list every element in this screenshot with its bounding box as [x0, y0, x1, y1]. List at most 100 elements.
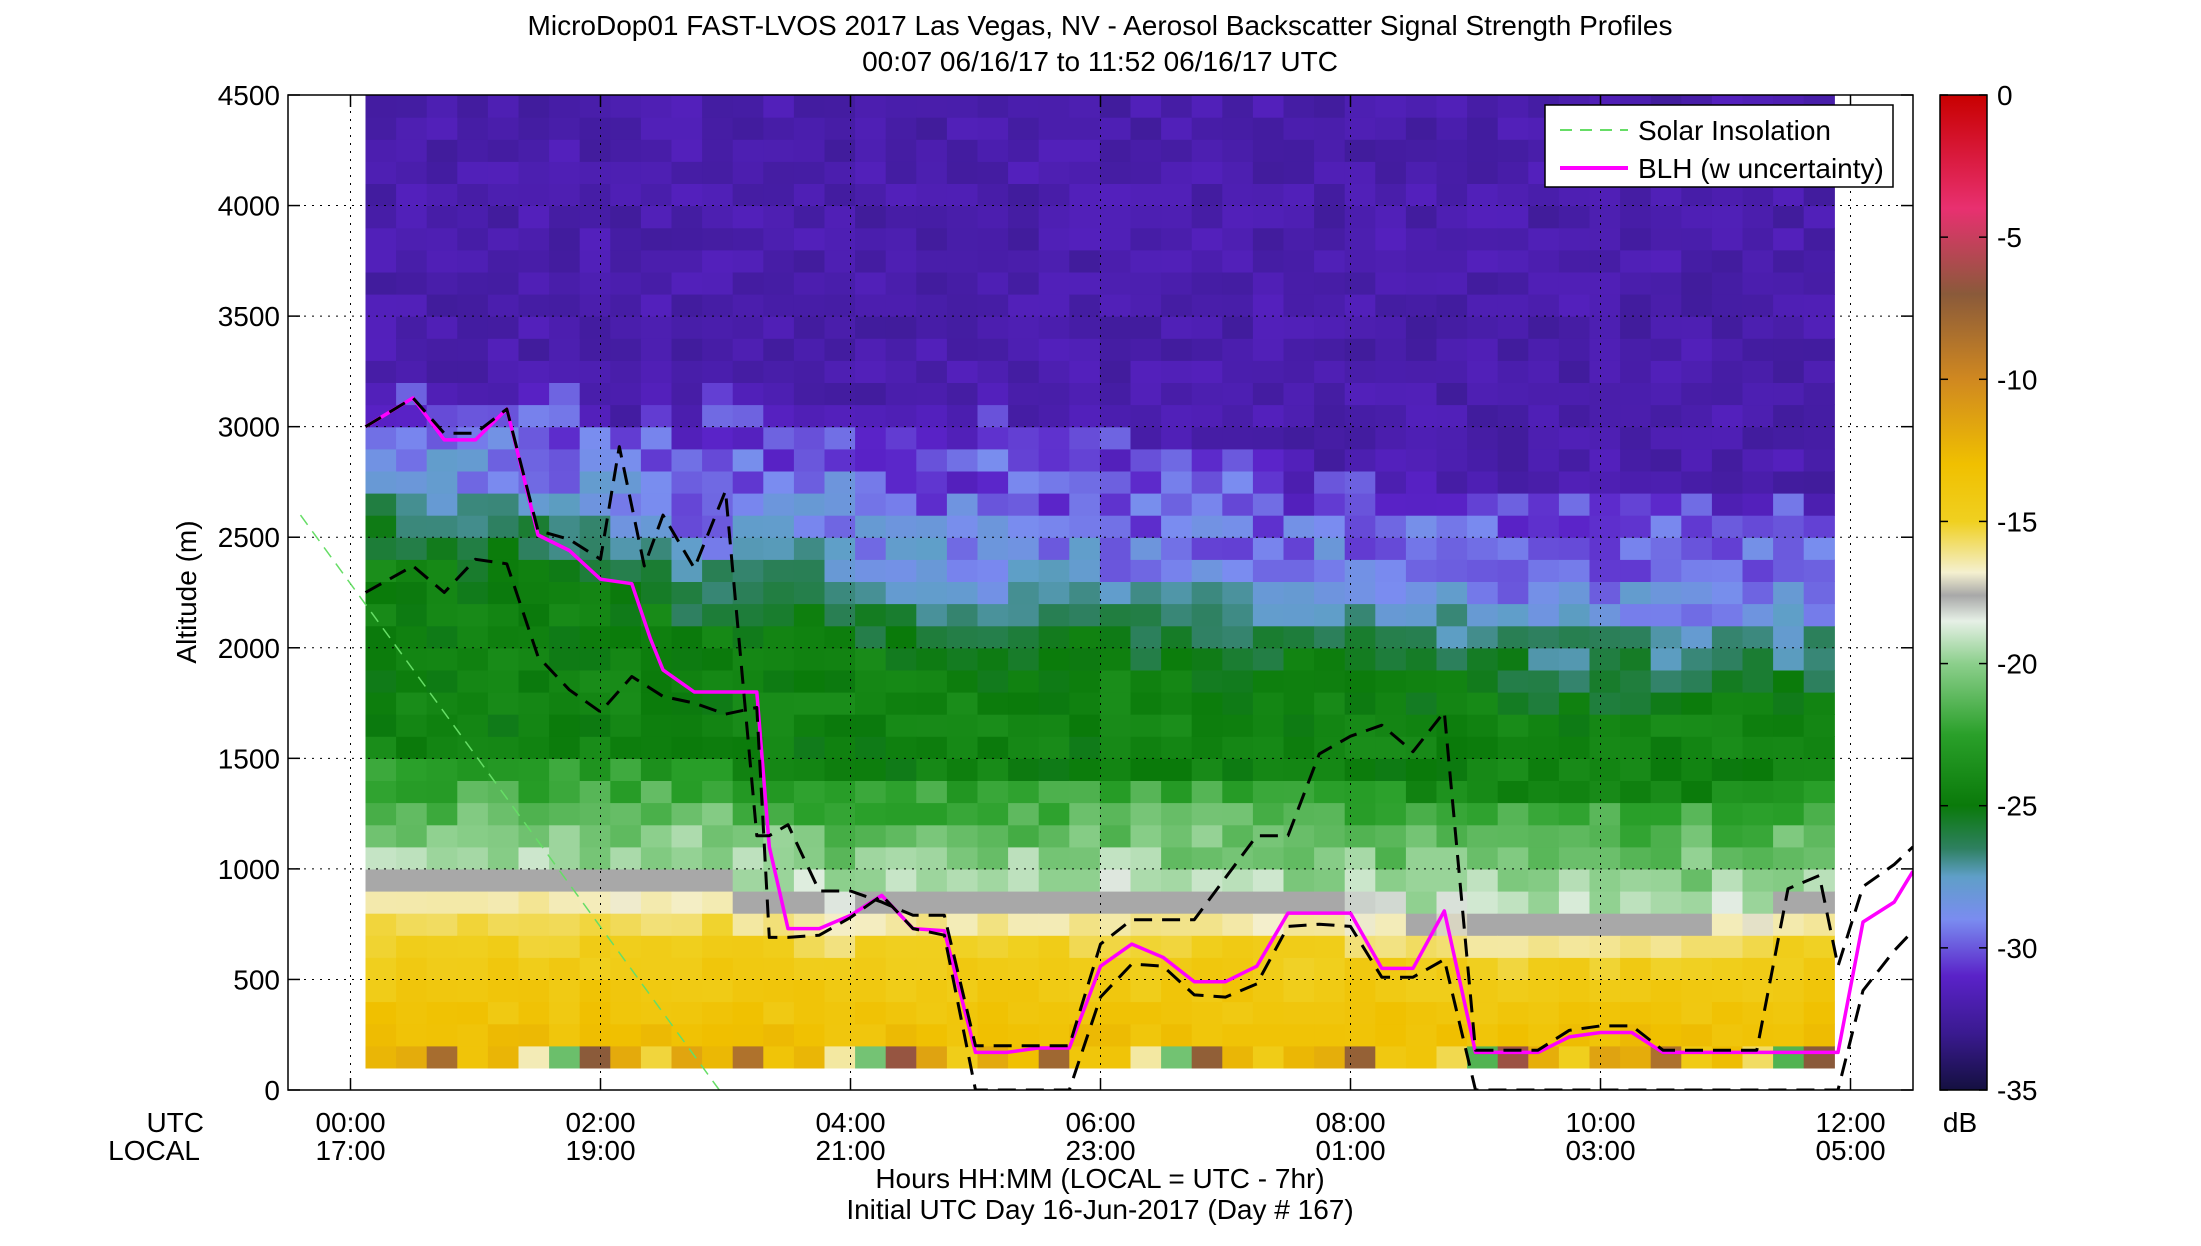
heatmap-cell [855, 913, 887, 936]
heatmap-cell [610, 692, 642, 715]
heatmap-cell [855, 294, 887, 317]
heatmap-cell [1375, 249, 1407, 273]
heatmap-cell [732, 470, 764, 494]
heatmap-cell [1650, 913, 1682, 936]
heatmap-cell [1069, 515, 1101, 538]
heatmap-cell [640, 979, 673, 1003]
heatmap-cell [426, 338, 458, 361]
heatmap-cell [885, 227, 917, 251]
heatmap-cell [1681, 493, 1713, 516]
heatmap-cell [1467, 161, 1499, 184]
heatmap-cell [518, 913, 550, 936]
heatmap-cell [1161, 1023, 1193, 1047]
heatmap-cell [824, 1023, 856, 1047]
heatmap-cell [518, 95, 550, 118]
heatmap-cell [610, 1023, 642, 1047]
heatmap-cell [793, 979, 826, 1003]
heatmap-cell [1467, 382, 1499, 406]
heatmap-cell [1099, 404, 1132, 428]
heatmap-cell [1375, 559, 1407, 582]
x-axis-label: Hours HH:MM (LOCAL = UTC - 7hr) [875, 1163, 1324, 1194]
heatmap-cell [916, 758, 948, 781]
heatmap-cell [1773, 846, 1805, 870]
heatmap-cell [1620, 625, 1652, 649]
heatmap-cell [671, 183, 703, 207]
heatmap-cell [946, 603, 979, 627]
heatmap-cell [518, 294, 550, 317]
heatmap-cell [1650, 271, 1682, 295]
heatmap-cell [1099, 868, 1132, 892]
heatmap-cell [1650, 824, 1682, 848]
colorbar: 0-5-10-15-20-25-30-35 dB [1939, 80, 2037, 1138]
heatmap-cell [1222, 338, 1254, 361]
heatmap-cell [763, 338, 795, 361]
heatmap-cell [824, 470, 856, 494]
heatmap-cell [640, 692, 673, 715]
heatmap-cell [1344, 316, 1376, 339]
heatmap-cell [1038, 647, 1070, 671]
heatmap-cell [1742, 316, 1774, 339]
heatmap-cell [1191, 1001, 1223, 1025]
heatmap-cell [1038, 360, 1070, 383]
heatmap-cell [1681, 183, 1713, 207]
heatmap-cell [1711, 758, 1744, 781]
heatmap-cell [671, 161, 703, 184]
heatmap-cell [1130, 338, 1162, 361]
heatmap-cell [671, 891, 703, 914]
heatmap-cell [1803, 669, 1835, 693]
heatmap-cell [457, 780, 489, 804]
heatmap-cell [396, 891, 428, 914]
heatmap-cell [1314, 294, 1346, 317]
heatmap-cell [1161, 271, 1193, 295]
heatmap-cell [1620, 824, 1652, 848]
heatmap-cell [855, 470, 887, 494]
heatmap-cell [457, 294, 489, 317]
heatmap-cell [763, 316, 795, 339]
heatmap-cell [549, 227, 581, 251]
heatmap-cell [1038, 249, 1070, 273]
heatmap-cell [1589, 1045, 1621, 1069]
heatmap-cell [1803, 448, 1835, 472]
heatmap-cell [1038, 802, 1070, 826]
heatmap-cell [579, 669, 611, 693]
heatmap-cell [1436, 692, 1468, 715]
heatmap-cell [732, 95, 764, 118]
heatmap-cell [1803, 470, 1835, 494]
heatmap-cell [732, 1001, 764, 1025]
heatmap-cell [1405, 957, 1438, 980]
heatmap-cell [671, 824, 703, 848]
heatmap-cell [1773, 448, 1805, 472]
heatmap-cell [365, 957, 397, 980]
heatmap-cell [518, 205, 550, 229]
heatmap-cell [1803, 824, 1835, 848]
heatmap-cell [1497, 758, 1529, 781]
heatmap-cell [732, 758, 764, 781]
heatmap-cell [1130, 714, 1162, 737]
heatmap-cell [916, 294, 948, 317]
heatmap-cell [1161, 205, 1193, 229]
heatmap-cell [1742, 647, 1774, 671]
heatmap-cell [1161, 338, 1193, 361]
heatmap-cell [916, 824, 948, 848]
heatmap-cell [977, 161, 1009, 184]
heatmap-cell [793, 913, 826, 936]
heatmap-cell [977, 957, 1009, 980]
heatmap-cell [1589, 758, 1621, 781]
series-lines [299, 396, 1913, 1090]
heatmap-cell [1650, 714, 1682, 737]
heatmap-cell [885, 669, 917, 693]
heatmap-cell [1773, 183, 1805, 207]
heatmap-cell [1222, 493, 1254, 516]
heatmap-cell [487, 669, 520, 693]
heatmap-cell [1130, 515, 1162, 538]
x-row-label-utc: UTC [146, 1107, 204, 1138]
heatmap-cell [763, 957, 795, 980]
heatmap-cell [1283, 117, 1315, 140]
heatmap-cell [1497, 183, 1529, 207]
heatmap-cell [1191, 316, 1223, 339]
heatmap-cell [1405, 736, 1438, 759]
heatmap-cell [1222, 117, 1254, 140]
heatmap-cell [1620, 559, 1652, 582]
heatmap-cell [1467, 205, 1499, 229]
heatmap-cell [579, 692, 611, 715]
